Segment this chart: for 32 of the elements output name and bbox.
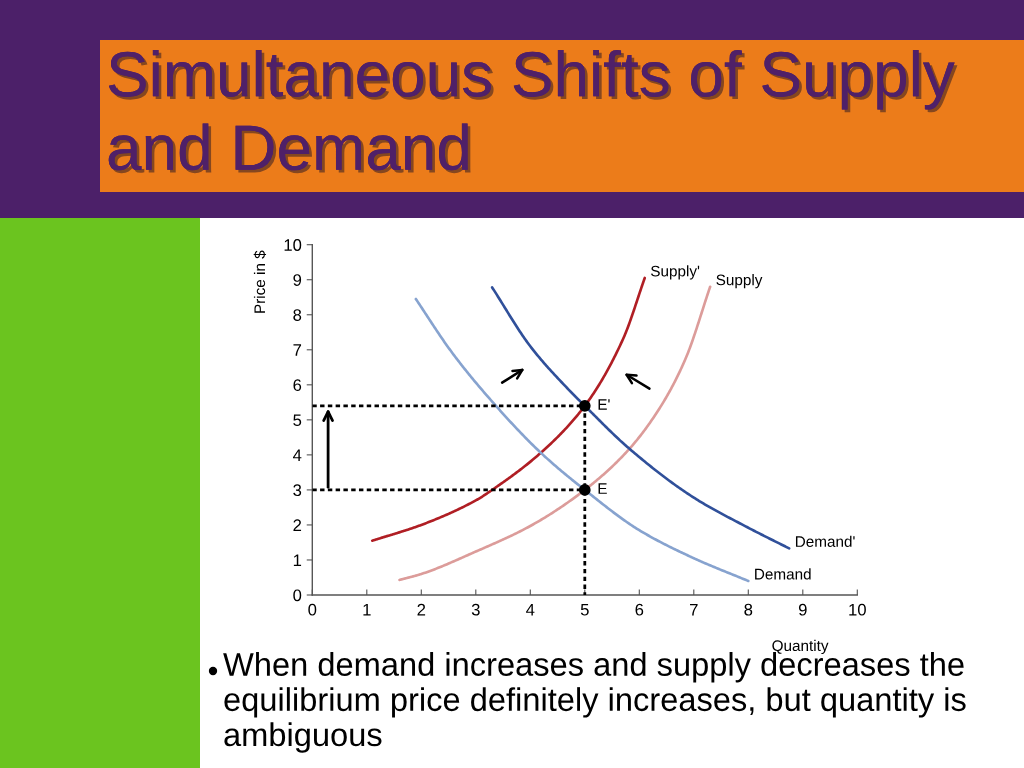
y-tick-label: 7 — [293, 344, 302, 356]
y-axis-title: Price in $ — [253, 250, 267, 313]
annotation: E' — [598, 399, 610, 410]
x-tick-label: 7 — [690, 603, 698, 616]
x-tick-label: 3 — [471, 603, 480, 616]
x-tick-label: 4 — [526, 603, 535, 616]
y-tick-label: 9 — [293, 274, 302, 286]
x-tick-label: 8 — [744, 603, 753, 616]
text: When demand increases and supply decreases the equilibrium price definitely increases, but quantity is ambiguous — [223, 652, 966, 753]
y-tick-label: 6 — [293, 379, 302, 392]
series-label: Demand — [755, 568, 811, 580]
y-tick-label: 8 — [293, 309, 302, 321]
x-tick-label: 5 — [580, 603, 589, 616]
y-tick-label: 5 — [293, 414, 302, 427]
y-tick-label: 4 — [293, 449, 302, 461]
x-tick-label: 9 — [798, 603, 807, 616]
y-tick-label: 3 — [293, 484, 302, 497]
y-tick-label: 2 — [293, 519, 302, 531]
x-tick-label: 0 — [308, 603, 317, 616]
series-label: Demand' — [795, 535, 855, 547]
series-label: Supply — [716, 274, 763, 289]
y-tick-label: 10 — [284, 239, 302, 251]
annotation: E — [598, 483, 607, 494]
y-tick-label: 0 — [293, 589, 302, 602]
x-axis-title: Quantity — [772, 639, 829, 655]
series-label: Supply' — [651, 265, 700, 280]
y-tick-label: 1 — [293, 554, 302, 567]
x-tick-label: 1 — [363, 603, 371, 616]
x-tick-label: 10 — [849, 603, 866, 616]
x-tick-label: 6 — [635, 603, 644, 616]
chart-title: Simultaneous Shifts of Supply and Demand — [108, 50, 958, 174]
x-tick-label: 2 — [417, 603, 426, 616]
